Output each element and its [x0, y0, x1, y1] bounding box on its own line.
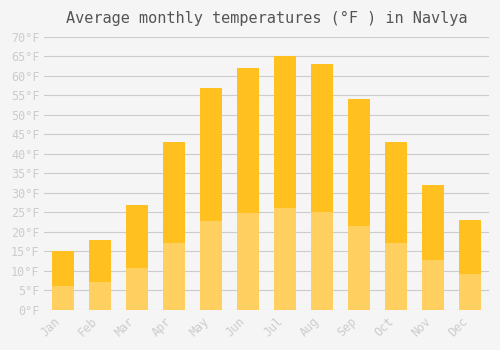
Title: Average monthly temperatures (°F ) in Navlya: Average monthly temperatures (°F ) in Na…	[66, 11, 468, 26]
Bar	[200, 221, 222, 310]
Bar	[460, 274, 481, 310]
Bar	[385, 243, 407, 310]
Bar	[274, 209, 296, 310]
Bar	[89, 240, 111, 310]
Bar	[422, 260, 444, 310]
Bar	[385, 142, 407, 310]
Bar	[163, 243, 185, 310]
Bar	[237, 68, 260, 310]
Bar	[348, 99, 370, 310]
Bar	[237, 213, 260, 310]
Bar	[274, 56, 296, 310]
Bar	[311, 64, 334, 310]
Bar	[126, 204, 148, 310]
Bar	[200, 88, 222, 310]
Bar	[348, 225, 370, 310]
Bar	[163, 142, 185, 310]
Bar	[89, 282, 111, 310]
Bar	[422, 185, 444, 310]
Bar	[126, 268, 148, 310]
Bar	[52, 286, 74, 310]
Bar	[460, 220, 481, 310]
Bar	[311, 211, 334, 310]
Bar	[52, 251, 74, 310]
